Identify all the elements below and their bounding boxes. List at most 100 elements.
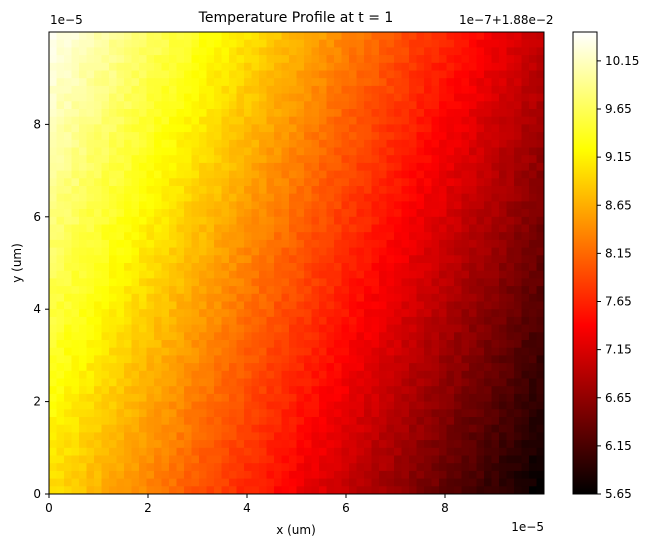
heatmap-cell	[476, 470, 485, 480]
heatmap-cell	[401, 355, 410, 364]
heatmap-cell	[49, 55, 58, 64]
heatmap-cell	[424, 109, 433, 118]
heatmap-cell	[469, 116, 478, 125]
heatmap-cell	[191, 47, 200, 56]
heatmap-cell	[214, 286, 223, 295]
heatmap-cell	[131, 124, 140, 133]
heatmap-cell	[86, 470, 95, 480]
heatmap-cell	[394, 417, 403, 426]
heatmap-cell	[266, 255, 275, 264]
heatmap-cell	[296, 478, 305, 487]
heatmap-cell	[131, 155, 140, 164]
heatmap-cell	[379, 186, 388, 195]
heatmap-cell	[536, 370, 544, 380]
heatmap-cell	[259, 178, 268, 187]
heatmap-cell	[79, 486, 88, 494]
heatmap-cell	[536, 147, 544, 156]
heatmap-cell	[109, 55, 118, 64]
heatmap-cell	[259, 139, 268, 149]
heatmap-cell	[236, 216, 245, 226]
heatmap-cell	[139, 263, 148, 272]
heatmap-cell	[334, 332, 343, 341]
x-tick-label: 4	[243, 501, 251, 515]
heatmap-cell	[169, 186, 178, 195]
heatmap-cell	[521, 147, 530, 156]
heatmap-cell	[311, 232, 320, 241]
heatmap-cell	[116, 363, 125, 372]
heatmap-cell	[64, 393, 73, 403]
heatmap-cell	[461, 401, 470, 410]
heatmap-cell	[146, 232, 155, 241]
heatmap-cell	[514, 324, 523, 333]
heatmap-cell	[146, 216, 155, 226]
heatmap-cell	[529, 55, 538, 64]
heatmap-cell	[71, 263, 80, 272]
heatmap-cell	[304, 440, 313, 449]
heatmap-cell	[184, 70, 193, 79]
heatmap-cell	[529, 155, 538, 164]
heatmap-cell	[214, 440, 223, 449]
heatmap-cell	[484, 132, 493, 141]
heatmap-cell	[116, 440, 125, 449]
heatmap-cell	[506, 293, 515, 303]
heatmap-cell	[64, 101, 73, 110]
heatmap-cell	[266, 286, 275, 295]
heatmap-cell	[131, 32, 140, 41]
heatmap-cell	[281, 270, 290, 279]
heatmap-cell	[514, 270, 523, 279]
heatmap-cell	[124, 201, 133, 210]
heatmap-cell	[109, 62, 118, 72]
heatmap-cell	[356, 232, 365, 241]
heatmap-cell	[94, 324, 103, 333]
heatmap-cell	[64, 355, 73, 364]
heatmap-cell	[289, 78, 298, 87]
heatmap-cell	[326, 401, 335, 410]
heatmap-cell	[439, 186, 448, 195]
heatmap-cell	[364, 224, 373, 233]
heatmap-cell	[461, 162, 470, 172]
heatmap-cell	[446, 440, 455, 449]
heatmap-cell	[124, 55, 133, 64]
heatmap-cell	[71, 324, 80, 333]
heatmap-cell	[259, 455, 268, 464]
heatmap-cell	[154, 332, 163, 341]
heatmap-cell	[131, 286, 140, 295]
heatmap-cell	[116, 324, 125, 333]
heatmap-cell	[64, 78, 73, 87]
heatmap-cell	[409, 232, 418, 241]
heatmap-cell	[71, 340, 80, 349]
heatmap-cell	[491, 93, 500, 102]
heatmap-cell	[139, 32, 148, 41]
heatmap-cell	[529, 239, 538, 249]
heatmap-cell	[386, 178, 395, 187]
heatmap-cell	[206, 470, 215, 480]
heatmap-cell	[341, 124, 350, 133]
heatmap-cell	[424, 78, 433, 87]
heatmap-cell	[439, 55, 448, 64]
heatmap-cell	[424, 209, 433, 218]
heatmap-cell	[431, 447, 440, 457]
heatmap-cell	[251, 478, 260, 487]
heatmap-cell	[491, 147, 500, 156]
heatmap-cell	[281, 301, 290, 310]
heatmap-cell	[229, 162, 238, 172]
heatmap-cell	[536, 224, 544, 233]
heatmap-cell	[446, 286, 455, 295]
heatmap-cell	[266, 93, 275, 102]
heatmap-cell	[401, 139, 410, 149]
heatmap-cell	[296, 309, 305, 318]
heatmap-cell	[326, 309, 335, 318]
heatmap-cell	[236, 193, 245, 202]
heatmap-cell	[184, 263, 193, 272]
heatmap-cell	[161, 170, 170, 179]
heatmap-cell	[499, 417, 508, 426]
heatmap-cell	[281, 478, 290, 487]
heatmap-cell	[364, 316, 373, 326]
heatmap-cell	[491, 270, 500, 279]
heatmap-cell	[296, 62, 305, 72]
heatmap-cell	[469, 347, 478, 356]
heatmap-cell	[221, 224, 230, 233]
heatmap-cell	[49, 47, 58, 56]
heatmap-cell	[424, 270, 433, 279]
heatmap-cell	[364, 301, 373, 310]
